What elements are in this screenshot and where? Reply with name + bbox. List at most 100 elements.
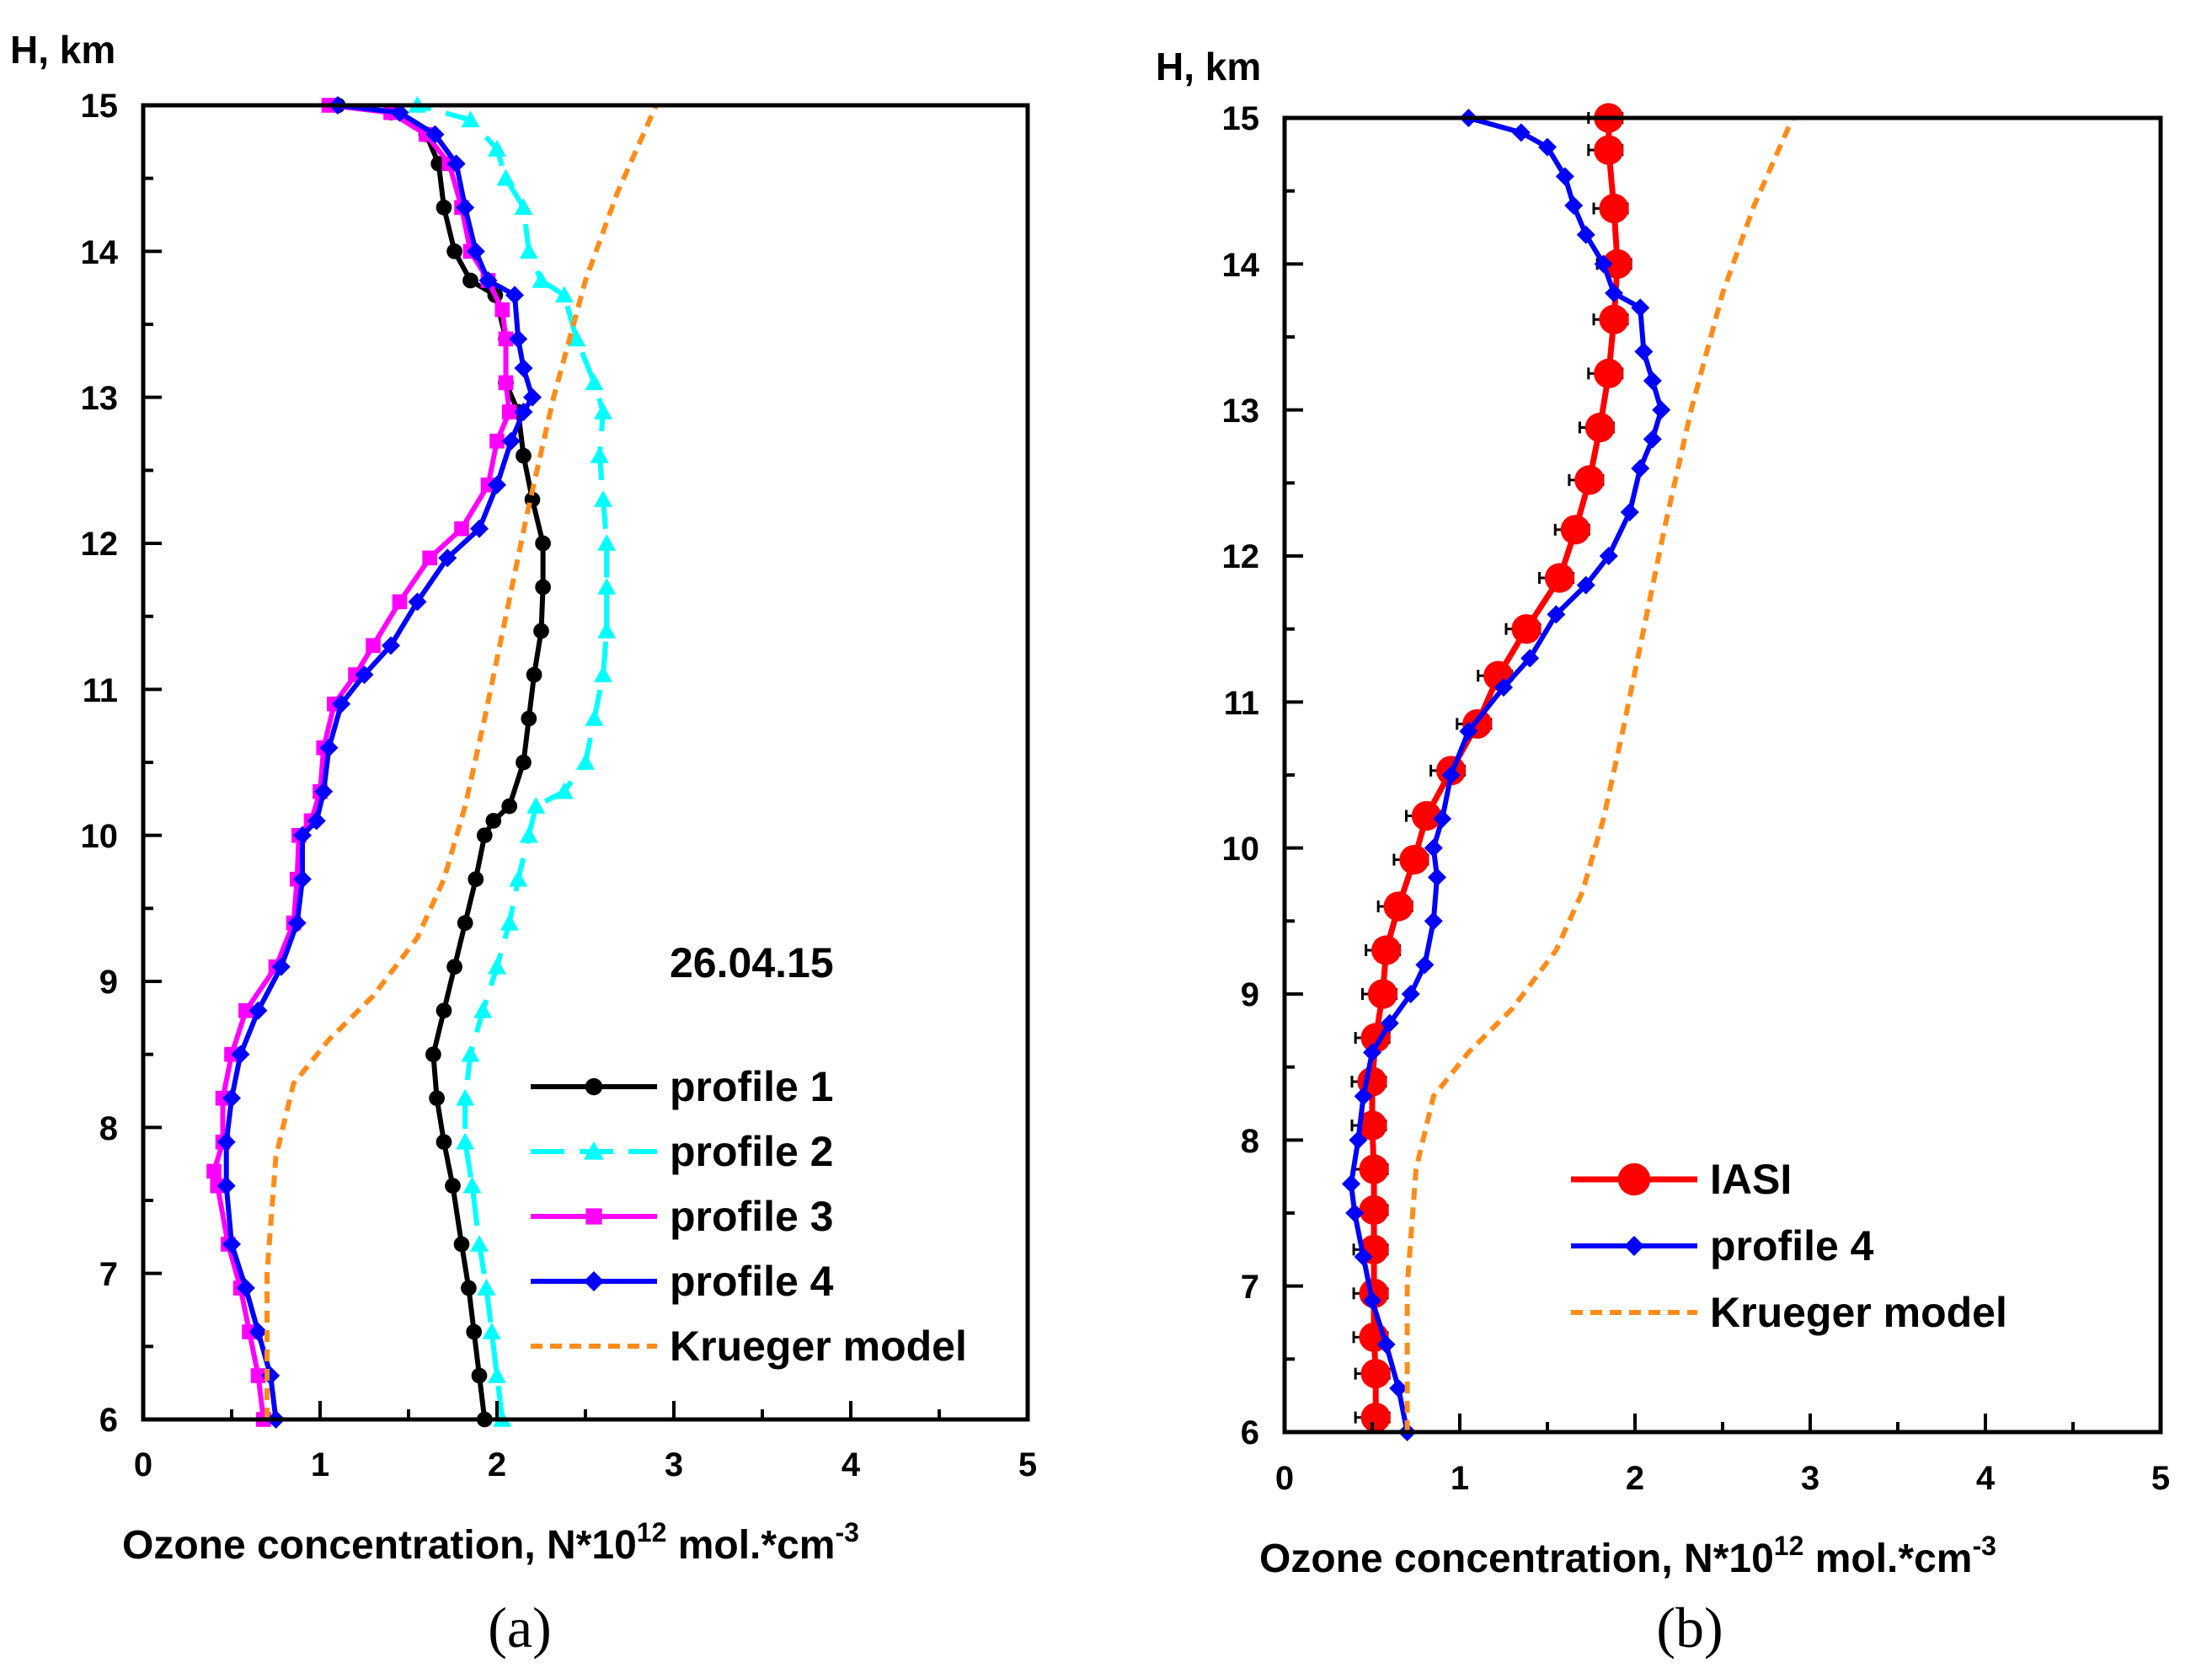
data-point	[1594, 358, 1624, 388]
data-point	[216, 1132, 236, 1152]
x-label-exponent: -3	[835, 1517, 858, 1547]
data-point	[567, 329, 586, 347]
data-point	[462, 1176, 482, 1194]
data-point	[514, 198, 533, 216]
data-point	[521, 710, 537, 727]
y-tick-label: 7	[1241, 1269, 1259, 1306]
data-point	[1342, 1174, 1361, 1194]
y-tick-label: 15	[81, 88, 119, 125]
data-point	[456, 1088, 475, 1106]
data-point	[590, 446, 609, 463]
data-point	[1643, 430, 1662, 449]
data-point	[501, 798, 518, 815]
panel-b-x-axis-label: Ozone concentration, N*1012 mol.*cm-3	[1259, 1531, 1996, 1581]
data-point	[478, 271, 498, 290]
series-krueger-model	[264, 104, 659, 1419]
data-point	[584, 1271, 604, 1291]
data-point	[1383, 891, 1413, 922]
y-tick-label: 9	[99, 964, 118, 1001]
panel-b: H, km 0 1 2 3 4 5 6 7 8 9 10 11 12 13 14…	[1156, 45, 2170, 1660]
data-point	[461, 1045, 480, 1062]
data-point	[238, 1002, 254, 1018]
data-point	[1459, 722, 1478, 740]
y-tick-label: 8	[99, 1110, 118, 1147]
data-point	[446, 959, 462, 975]
data-point	[1555, 167, 1574, 186]
y-tick-label: 6	[1241, 1414, 1259, 1451]
x-tick-label: 3	[665, 1446, 683, 1483]
y-tick-label: 15	[1222, 100, 1260, 137]
data-point	[535, 579, 551, 596]
data-point	[1399, 844, 1429, 875]
data-point	[1643, 371, 1662, 390]
y-tick-label: 13	[1222, 393, 1260, 430]
y-tick-label: 14	[1222, 247, 1260, 284]
panel-b-y-axis-label: H, km	[1156, 45, 1261, 88]
x-label-exponent: -3	[1972, 1531, 1996, 1561]
data-point	[1359, 1195, 1389, 1226]
data-point	[468, 871, 484, 888]
data-point	[1371, 935, 1402, 965]
y-tick-label: 10	[81, 818, 119, 855]
data-point	[1560, 515, 1590, 545]
data-point	[496, 168, 516, 186]
data-point	[485, 812, 502, 829]
panel-b-legend: IASI profile 4 Krueger model	[1571, 1156, 2007, 1336]
data-point	[585, 709, 604, 726]
data-point	[597, 578, 617, 595]
data-point	[554, 782, 574, 799]
panel-a: H, km 0 1 2 3 4 5 6 7 8 9 10 11 12 13 14…	[10, 28, 1037, 1660]
data-point	[476, 827, 493, 844]
data-point	[535, 535, 551, 552]
data-point	[500, 913, 519, 931]
data-point	[1401, 985, 1420, 1003]
data-point	[1380, 1013, 1399, 1033]
panel-a-y-tick-labels: 6 7 8 9 10 11 12 13 14 15	[81, 88, 119, 1439]
data-point	[366, 638, 381, 654]
data-point	[429, 1090, 445, 1107]
data-point	[1359, 1154, 1389, 1184]
data-point	[1631, 459, 1650, 478]
data-point	[526, 797, 546, 814]
y-tick-label: 11	[1224, 685, 1259, 722]
data-point	[477, 1279, 496, 1296]
data-point	[1441, 766, 1461, 784]
data-point	[501, 431, 521, 451]
data-point	[332, 694, 351, 714]
data-point	[1634, 342, 1654, 361]
data-point	[293, 869, 312, 889]
data-point	[446, 154, 466, 174]
data-point	[594, 490, 612, 507]
legend-label: profile 2	[670, 1128, 833, 1175]
x-tick-label: 1	[311, 1446, 329, 1483]
data-point	[594, 665, 612, 682]
legend-label: profile 4	[1710, 1222, 1874, 1269]
y-tick-label: 10	[1222, 831, 1260, 868]
data-point	[206, 1163, 222, 1179]
data-point	[1433, 810, 1452, 828]
panel-a-caption: (a)	[488, 1595, 551, 1660]
data-point	[523, 388, 542, 407]
legend-label: Krueger model	[1710, 1289, 2007, 1336]
data-point	[532, 271, 551, 288]
x-tick-label: 5	[1018, 1446, 1037, 1483]
data-point	[1605, 284, 1624, 302]
data-point	[1584, 412, 1615, 443]
data-point	[435, 1134, 452, 1151]
x-label-exponent: 12	[1774, 1531, 1804, 1561]
series-iasi	[1357, 103, 1632, 1433]
legend-label: profile 4	[670, 1258, 834, 1305]
series-line	[1404, 116, 1795, 1432]
data-point	[1376, 1335, 1396, 1354]
data-point	[1511, 123, 1531, 142]
data-point	[461, 1280, 477, 1296]
data-point	[1547, 605, 1566, 624]
data-point	[462, 272, 478, 289]
data-point	[1574, 465, 1605, 495]
data-point	[438, 548, 457, 568]
data-point	[231, 1045, 250, 1064]
data-point	[445, 1178, 461, 1195]
y-tick-label: 9	[1241, 976, 1259, 1013]
x-label-unit: mol.*cm	[666, 1523, 835, 1568]
y-tick-label: 7	[99, 1256, 118, 1293]
